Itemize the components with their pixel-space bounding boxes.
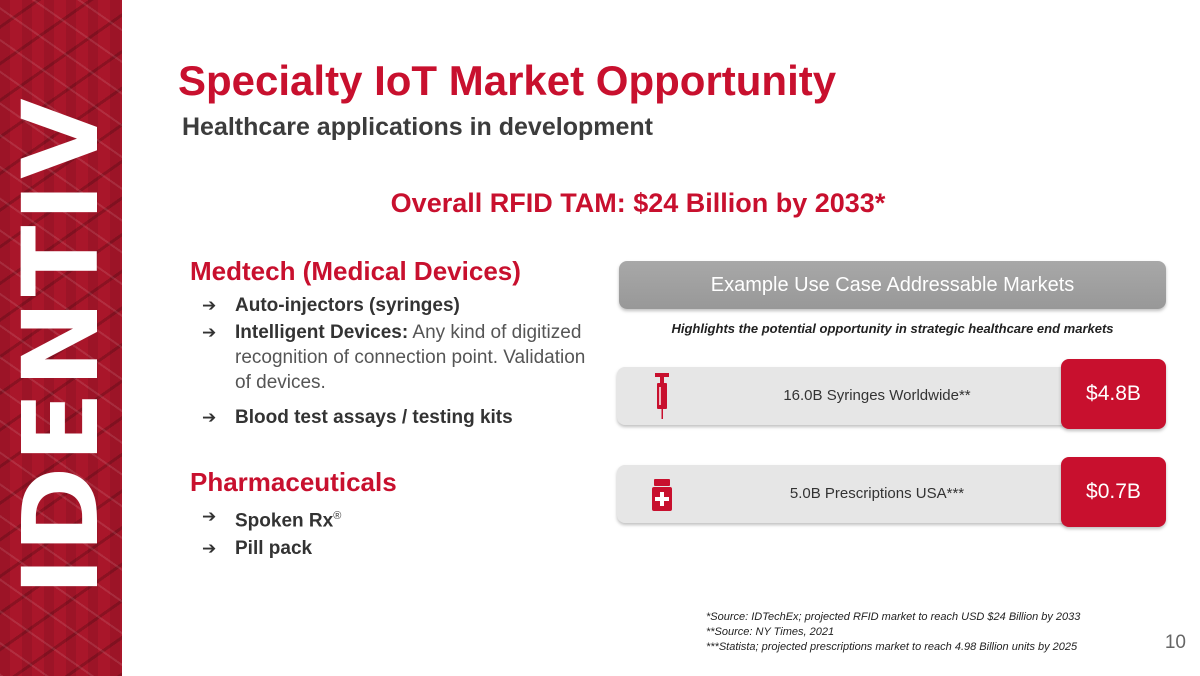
arrow-bullet-icon: ➔	[202, 408, 217, 428]
markets-note: Highlights the potential opportunity in …	[671, 321, 1114, 336]
pharma-section: Pharmaceuticals ➔ Spoken Rx® ➔ Pill pack	[190, 467, 590, 563]
markets-header: Example Use Case Addressable Markets	[619, 261, 1166, 309]
medtech-heading: Medtech (Medical Devices)	[190, 256, 521, 286]
brand-sidebar: IDENTIV	[0, 0, 122, 676]
medicine-bottle-icon	[652, 479, 672, 511]
pharma-heading: Pharmaceuticals	[190, 467, 397, 497]
registered-mark: ®	[333, 510, 342, 523]
list-item-label: Spoken Rx	[235, 510, 334, 532]
arrow-bullet-icon: ➔	[202, 323, 217, 343]
page-subtitle: Healthcare applications in development	[182, 113, 653, 141]
market-band	[617, 465, 1077, 523]
sources-footnotes: *Source: IDTechEx; projected RFID market…	[706, 610, 1080, 655]
market-value: $0.7B	[1061, 457, 1166, 527]
list-item-label: Auto-injectors (syringes)	[235, 295, 460, 317]
list-item-label: Pill pack	[235, 537, 313, 559]
pharma-list: ➔ Spoken Rx® ➔ Pill pack	[190, 504, 590, 560]
syringe-icon	[655, 373, 669, 419]
list-item-label: Blood test assays / testing kits	[235, 407, 513, 429]
source-line: **Source: NY Times, 2021	[706, 626, 835, 638]
identiv-logo: IDENTIV	[0, 94, 122, 596]
arrow-bullet-icon: ➔	[202, 296, 217, 316]
list-item-description: Any kind of digitized recognition of con…	[235, 322, 586, 394]
list-item: ➔ Spoken Rx®	[190, 504, 590, 533]
market-value: $4.8B	[1061, 359, 1166, 429]
list-item: ➔ Intelligent Devices: Any kind of digit…	[190, 320, 590, 395]
list-item: ➔ Auto-injectors (syringes)	[190, 293, 590, 318]
arrow-bullet-icon: ➔	[202, 538, 217, 558]
list-item: ➔ Blood test assays / testing kits	[190, 405, 590, 430]
page-number: 10	[1164, 632, 1186, 653]
market-band	[617, 367, 1077, 425]
market-row-prescriptions: 5.0B Prescriptions USA*** $0.7B	[617, 457, 1166, 527]
source-line: *Source: IDTechEx; projected RFID market…	[706, 611, 1081, 623]
arrow-bullet-icon: ➔	[202, 507, 217, 527]
tam-statement: Overall RFID TAM: $24 Billion by 2033*	[390, 188, 886, 218]
list-item-label: Intelligent Devices:	[235, 322, 409, 344]
source-line: ***Statista; projected prescriptions mar…	[706, 641, 1078, 653]
medtech-list: ➔ Auto-injectors (syringes) ➔ Intelligen…	[190, 293, 590, 430]
list-item: ➔ Pill pack	[190, 536, 590, 561]
page-title: Specialty IoT Market Opportunity	[178, 57, 837, 104]
market-label: 5.0B Prescriptions USA***	[789, 485, 965, 502]
market-row-syringes: 16.0B Syringes Worldwide** $4.8B	[617, 359, 1166, 429]
market-label: 16.0B Syringes Worldwide**	[783, 387, 971, 404]
medtech-section: Medtech (Medical Devices) ➔ Auto-injecto…	[190, 256, 590, 432]
